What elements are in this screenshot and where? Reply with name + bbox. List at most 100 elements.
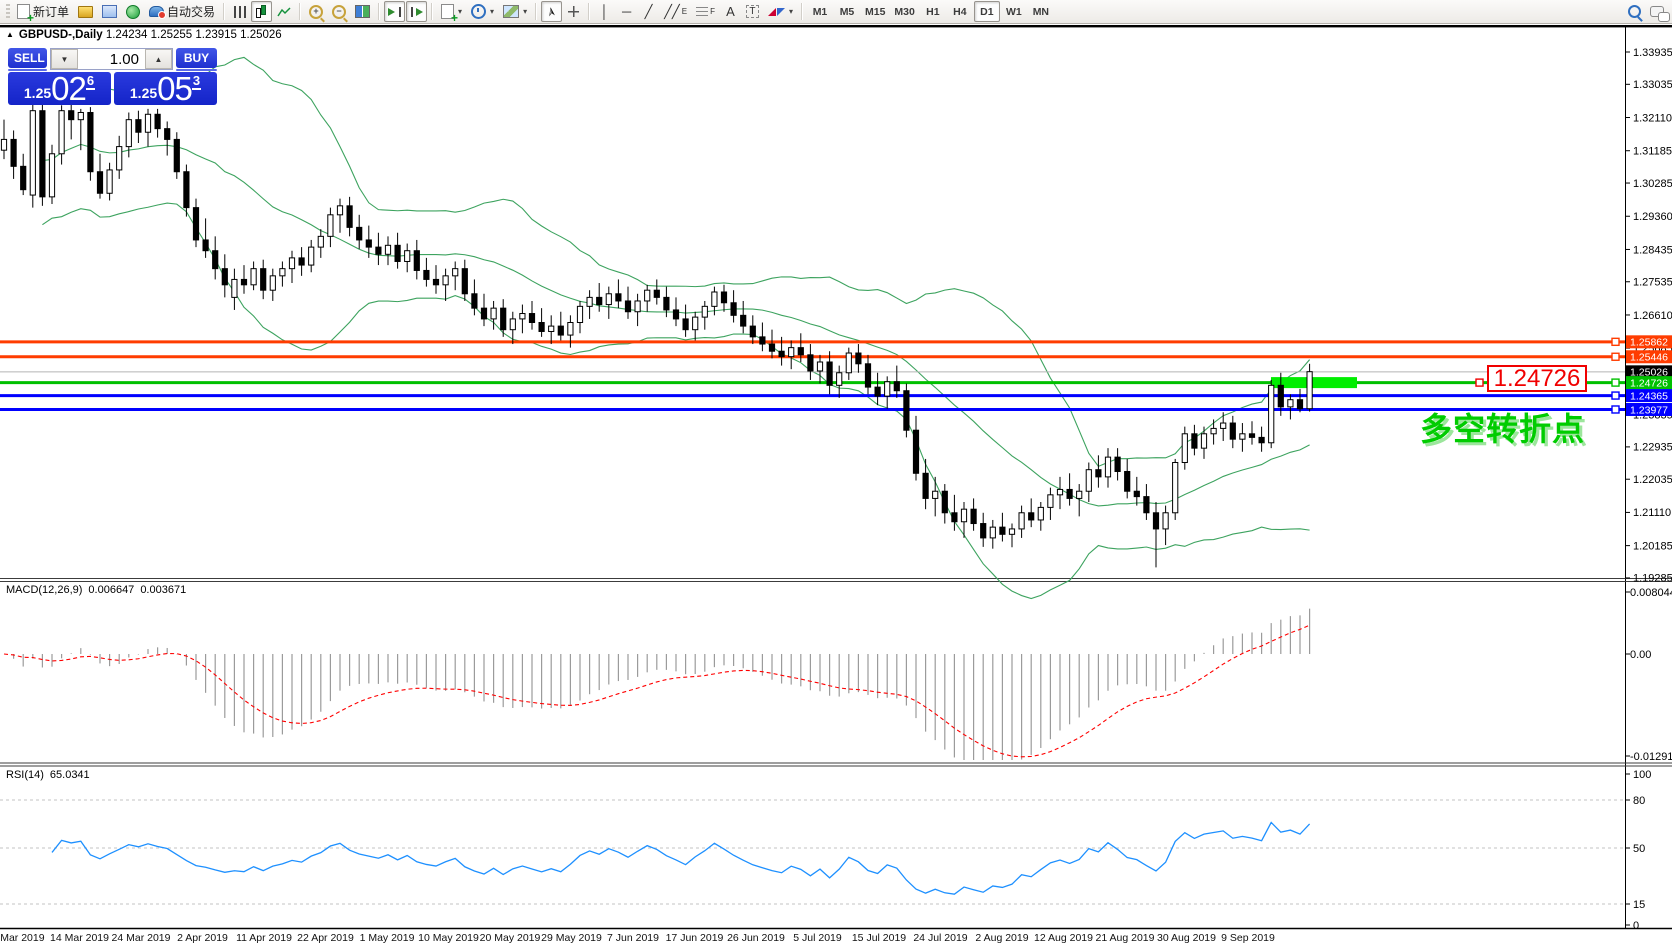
shapes-icon — [768, 5, 785, 19]
vertical-line-button[interactable]: │ — [594, 1, 615, 22]
volume-increase-button[interactable]: ▲ — [145, 49, 172, 69]
channel-button[interactable]: ╱╱ E — [660, 1, 691, 22]
candle-body — [144, 113, 152, 133]
ohlc-values: 1.24234 1.25255 1.23915 1.25026 — [105, 29, 282, 41]
indicators-button[interactable]: ▾ — [499, 1, 531, 22]
sell-price-small: 1.25 — [23, 84, 52, 101]
auto-scroll-button[interactable] — [384, 1, 406, 22]
collapse-arrow-icon[interactable]: ▲ — [6, 30, 14, 39]
candle-body — [0, 138, 8, 151]
date-label: 2 Aug 2019 — [975, 932, 1028, 944]
candle-body — [308, 246, 315, 266]
candle-body — [317, 235, 324, 248]
zoom-out-button[interactable]: − — [328, 1, 350, 22]
sell-price-display[interactable]: 1.25 02 6 — [8, 72, 111, 105]
candle-body — [845, 352, 852, 374]
search-button[interactable] — [1624, 1, 1645, 22]
shapes-button[interactable]: ▾ — [764, 1, 797, 22]
templates-button[interactable]: + ▾ — [437, 1, 466, 24]
tile-windows-button[interactable] — [351, 1, 374, 22]
chart-window-button[interactable] — [98, 1, 121, 22]
price-callout[interactable]: 1.24726 — [1487, 365, 1587, 392]
candle-body — [164, 128, 171, 140]
candle-body — [980, 523, 987, 539]
svg-text:1.21110: 1.21110 — [1633, 507, 1671, 519]
horizontal-line-button[interactable]: ─ — [616, 1, 637, 22]
zoom-in-button[interactable]: + — [305, 1, 327, 22]
horizontal-line-icon: ─ — [621, 4, 632, 19]
crosshair-button[interactable] — [563, 1, 584, 22]
candle-body — [423, 269, 430, 280]
text-label-icon: T — [746, 5, 759, 18]
timeframe-m1[interactable]: M1 — [807, 1, 833, 22]
trendline-button[interactable]: ╱ — [638, 1, 659, 22]
sell-button[interactable]: SELL — [8, 48, 47, 68]
candle-body — [874, 386, 881, 397]
bar-chart-button[interactable] — [229, 1, 250, 22]
rsi-value: 65.0341 — [49, 769, 90, 781]
chinese-annotation[interactable]: 多空转折点 — [1420, 411, 1586, 447]
timeframe-m5[interactable]: M5 — [834, 1, 860, 22]
candle-body — [807, 354, 814, 372]
buy-button[interactable]: BUY — [176, 48, 217, 68]
candle-body — [346, 205, 353, 228]
text-button[interactable]: A — [720, 1, 741, 22]
chart-shift-bar — [411, 6, 414, 17]
timeframe-w1[interactable]: W1 — [1001, 1, 1027, 22]
timeframe-h4[interactable]: H4 — [947, 1, 973, 22]
svg-text:1.28435: 1.28435 — [1633, 244, 1672, 256]
autotrading-button[interactable]: 自动交易 — [145, 1, 219, 22]
toolbar: + 新订单 自动交易 + − + ▾ ▾ ▾ ➢ │ ─ ╱ ╱╱ E — [0, 0, 1672, 24]
period-button[interactable]: ▾ — [467, 1, 498, 22]
timeframe-m30[interactable]: M30 — [890, 1, 918, 22]
templates-icon: + — [441, 4, 458, 24]
candle-body — [1287, 399, 1294, 408]
new-order-button[interactable]: + 新订单 — [13, 1, 73, 24]
chart-shift-button[interactable] — [406, 1, 428, 22]
macd-signal-line — [3, 624, 1310, 758]
buy-price-display[interactable]: 1.25 05 3 — [114, 72, 217, 105]
candle-body — [279, 268, 286, 277]
candle-body — [68, 110, 75, 121]
chat-button[interactable] — [1646, 1, 1670, 22]
auto-scroll-bar — [399, 6, 402, 17]
buy-price-small: 1.25 — [129, 84, 158, 101]
bar-chart-icon — [233, 5, 246, 18]
timeframe-h1[interactable]: H1 — [920, 1, 946, 22]
candle-body — [538, 322, 545, 332]
candle-body — [87, 111, 94, 173]
candle-body — [394, 244, 401, 262]
candle-body — [759, 336, 766, 345]
timeframe-d1[interactable]: D1 — [973, 1, 1000, 22]
line-chart-button[interactable] — [273, 1, 295, 22]
fibonacci-button[interactable]: F — [692, 1, 719, 22]
volume-decrease-button[interactable]: ▼ — [51, 49, 78, 69]
text-icon: A — [726, 4, 735, 19]
candle-body — [1191, 433, 1198, 449]
candle-body — [1277, 384, 1284, 408]
candle-body — [1104, 456, 1112, 478]
candle-body — [519, 313, 526, 320]
channel-letter: E — [681, 7, 688, 16]
timeframe-mn[interactable]: MN — [1028, 1, 1054, 22]
signals-button[interactable] — [122, 1, 144, 22]
zoom-out-icon: − — [332, 4, 347, 19]
toolbar-grip[interactable] — [6, 3, 10, 20]
search-icon — [1628, 5, 1641, 18]
candle-body — [960, 508, 968, 523]
candlestick-chart-button[interactable] — [251, 1, 273, 22]
svg-text:1.26610: 1.26610 — [1633, 310, 1672, 322]
crosshair-icon — [568, 6, 580, 17]
timeframe-m15[interactable]: M15 — [861, 1, 889, 22]
volume-input[interactable] — [78, 49, 145, 69]
candle-body — [413, 250, 420, 271]
candle-body — [212, 250, 219, 270]
chart-shift-icon — [416, 7, 424, 16]
candle-body — [1056, 488, 1064, 496]
cursor-button[interactable]: ➢ — [541, 1, 563, 22]
text-label-button[interactable]: T — [742, 1, 763, 22]
profile-button[interactable] — [74, 1, 97, 22]
candle-body — [1181, 433, 1188, 464]
